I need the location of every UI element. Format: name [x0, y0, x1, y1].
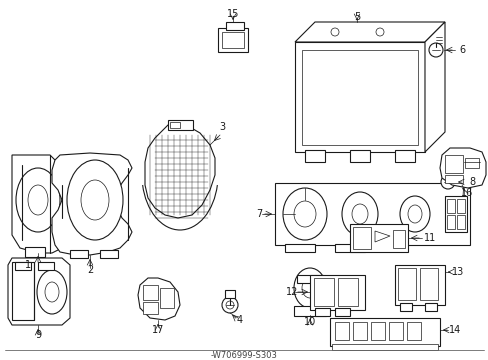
Bar — [370, 322, 384, 340]
Bar — [337, 278, 357, 306]
Bar — [296, 275, 323, 283]
Text: 3: 3 — [219, 122, 224, 132]
Bar — [225, 22, 244, 30]
Bar — [419, 268, 437, 300]
Bar — [331, 344, 437, 350]
Text: 5: 5 — [353, 12, 359, 22]
Ellipse shape — [399, 196, 429, 232]
Ellipse shape — [428, 43, 442, 57]
Bar — [388, 322, 402, 340]
Ellipse shape — [375, 28, 383, 36]
Bar — [309, 275, 364, 310]
Bar — [397, 268, 415, 300]
Bar — [334, 244, 364, 252]
Ellipse shape — [341, 192, 377, 236]
Bar — [394, 150, 414, 162]
Bar — [456, 215, 464, 229]
Bar — [444, 175, 462, 183]
Text: 12: 12 — [285, 287, 298, 297]
Bar — [222, 32, 244, 48]
Bar — [352, 227, 370, 249]
Bar — [70, 250, 88, 258]
Ellipse shape — [351, 204, 367, 224]
Bar — [294, 42, 424, 152]
Polygon shape — [12, 155, 72, 253]
Ellipse shape — [283, 188, 326, 240]
Ellipse shape — [293, 268, 325, 308]
Text: 13: 13 — [451, 267, 463, 277]
Bar — [406, 322, 420, 340]
Bar — [142, 302, 158, 314]
Bar — [334, 308, 349, 316]
Bar — [444, 155, 462, 173]
Bar — [160, 288, 174, 308]
Polygon shape — [439, 148, 485, 188]
Bar — [349, 224, 407, 252]
Text: -W706999-S303: -W706999-S303 — [210, 351, 277, 360]
Ellipse shape — [37, 270, 67, 314]
Bar — [313, 278, 333, 306]
Bar — [446, 199, 454, 213]
Bar — [444, 196, 466, 232]
Bar — [464, 158, 478, 168]
Text: 6: 6 — [458, 45, 464, 55]
Ellipse shape — [16, 168, 60, 232]
Text: 8: 8 — [468, 177, 474, 187]
Text: 10: 10 — [303, 317, 315, 327]
Ellipse shape — [407, 205, 421, 223]
Bar — [424, 303, 436, 311]
Text: 15: 15 — [226, 9, 239, 19]
Bar — [15, 262, 31, 270]
Text: 17: 17 — [151, 325, 164, 335]
Text: 11: 11 — [423, 233, 435, 243]
Ellipse shape — [222, 297, 238, 313]
Bar — [394, 265, 444, 305]
Polygon shape — [52, 153, 132, 255]
Polygon shape — [294, 22, 444, 42]
Bar — [293, 306, 325, 316]
Bar — [285, 244, 314, 252]
Bar — [456, 199, 464, 213]
Bar — [274, 183, 469, 245]
Text: 4: 4 — [237, 315, 243, 325]
Ellipse shape — [45, 282, 59, 302]
Ellipse shape — [225, 301, 234, 309]
Ellipse shape — [440, 175, 454, 189]
Bar — [224, 290, 235, 298]
Bar — [352, 322, 366, 340]
Text: 2: 2 — [87, 265, 93, 275]
Bar — [38, 262, 54, 270]
Bar — [168, 120, 193, 130]
Bar — [329, 318, 439, 346]
Text: 9: 9 — [35, 330, 41, 340]
Ellipse shape — [293, 201, 315, 227]
Bar — [12, 262, 34, 320]
Bar — [100, 250, 118, 258]
Ellipse shape — [302, 278, 317, 298]
Polygon shape — [145, 125, 215, 218]
Bar — [392, 230, 404, 248]
Ellipse shape — [330, 28, 338, 36]
Bar — [218, 28, 247, 52]
Ellipse shape — [67, 160, 123, 240]
Ellipse shape — [81, 180, 109, 220]
Bar — [399, 303, 411, 311]
Bar — [302, 50, 417, 145]
Bar — [25, 247, 45, 257]
Text: 1: 1 — [25, 260, 31, 270]
Polygon shape — [138, 278, 180, 320]
Polygon shape — [8, 258, 70, 325]
Bar — [334, 322, 348, 340]
Bar — [170, 122, 180, 128]
Ellipse shape — [28, 185, 48, 215]
Text: 16: 16 — [460, 188, 472, 198]
Bar — [446, 215, 454, 229]
Bar — [305, 150, 325, 162]
Bar — [349, 150, 369, 162]
Text: 7: 7 — [255, 209, 262, 219]
Bar — [314, 308, 329, 316]
Text: 14: 14 — [448, 325, 460, 335]
Bar — [142, 285, 158, 300]
Polygon shape — [424, 22, 444, 152]
